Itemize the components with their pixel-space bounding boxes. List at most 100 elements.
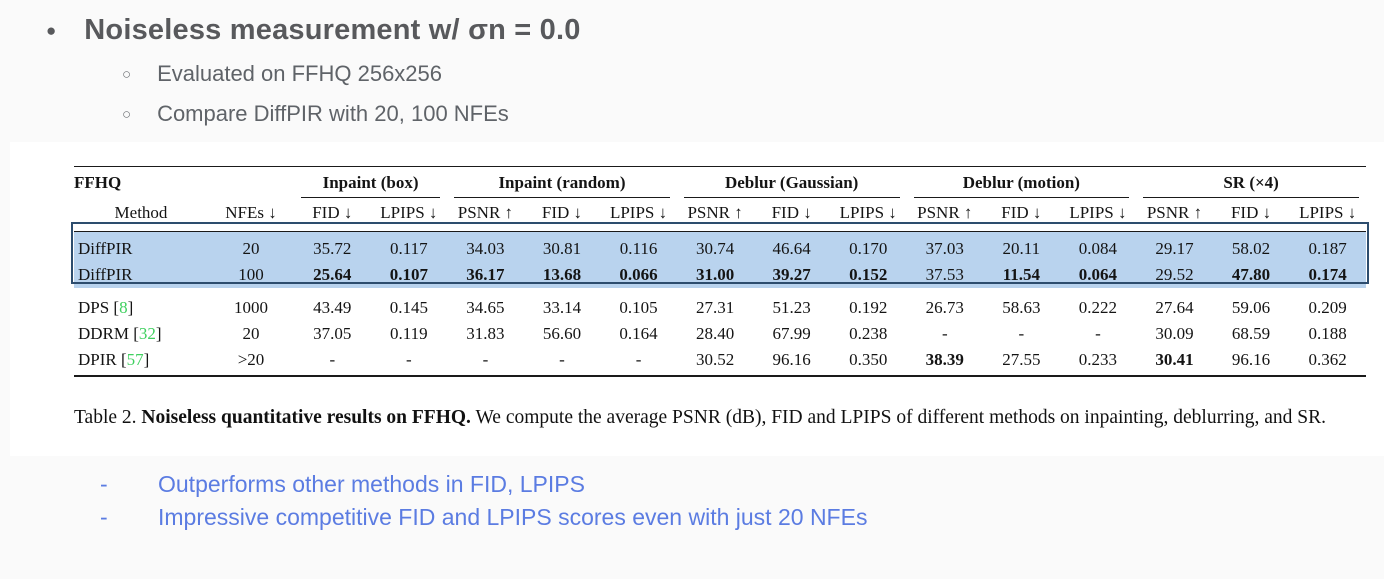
value-cell: 47.80 xyxy=(1212,262,1290,288)
col-header: PSNR ↑ xyxy=(1136,198,1213,232)
value-cell: 0.152 xyxy=(829,262,907,288)
value-cell: 27.31 xyxy=(695,298,735,317)
value-cell: 25.64 xyxy=(294,262,371,288)
value-cell: 34.65 xyxy=(466,298,505,317)
value-cell: 0.233 xyxy=(1059,347,1137,377)
value-cell: 37.03 xyxy=(906,231,984,262)
table-row-dps: DPS [8] 1000 43.49 0.145 34.65 33.14 0.1… xyxy=(74,288,1366,321)
value-cell: 0.209 xyxy=(1308,298,1347,317)
value-cell: - xyxy=(370,347,448,377)
value-cell: 34.03 xyxy=(447,231,524,262)
value-cell: 68.59 xyxy=(1231,324,1271,343)
table-row-diffpir-20: DiffPIR 20 35.72 0.117 34.03 30.81 0.116… xyxy=(74,231,1366,262)
value-cell: 30.09 xyxy=(1155,324,1194,343)
value-cell: 0.105 xyxy=(619,298,658,317)
value-cell: 96.16 xyxy=(1212,347,1290,377)
value-cell: - xyxy=(523,347,601,377)
value-cell: 36.17 xyxy=(447,262,524,288)
table-row-diffpir-100: DiffPIR 100 25.64 0.107 36.17 13.68 0.06… xyxy=(74,262,1366,288)
value-cell: - xyxy=(447,347,524,377)
value-cell: 27.64 xyxy=(1155,298,1194,317)
value-cell: 30.52 xyxy=(676,347,754,377)
value-cell: 0.164 xyxy=(619,324,658,343)
value-cell: 28.40 xyxy=(695,324,735,343)
value-cell: 37.05 xyxy=(313,324,352,343)
group-deblur-gaussian: Deblur (Gaussian) xyxy=(677,167,907,199)
value-cell: 30.81 xyxy=(523,231,601,262)
value-cell: - xyxy=(1018,324,1025,343)
value-cell: 39.27 xyxy=(753,262,830,288)
value-cell: 0.064 xyxy=(1059,262,1137,288)
nfes-cell: 100 xyxy=(208,262,294,288)
value-cell: 96.16 xyxy=(753,347,830,377)
value-cell: 0.174 xyxy=(1289,262,1366,288)
nfes-cell: 20 xyxy=(242,324,260,343)
value-cell: 46.64 xyxy=(753,231,830,262)
value-cell: 0.187 xyxy=(1289,231,1366,262)
col-header: LPIPS ↓ xyxy=(1059,198,1137,232)
note-text: Outperforms other methods in FID, LPIPS xyxy=(158,471,585,497)
col-header: LPIPS ↓ xyxy=(370,198,448,232)
value-cell: 58.02 xyxy=(1212,231,1290,262)
circle-bullet-icon: ○ xyxy=(122,105,132,123)
metric-header-row: Method NFEs ↓ FID ↓ LPIPS ↓ PSNR ↑ FID ↓… xyxy=(74,198,1366,232)
table-caption: Table 2. Noiseless quantitative results … xyxy=(74,407,1326,428)
value-cell: - xyxy=(600,347,677,377)
value-cell: 51.23 xyxy=(772,298,811,317)
value-cell: 0.170 xyxy=(829,231,907,262)
table-row-dpir: DPIR [57] >20 - - - - - 30.52 96.16 0.35… xyxy=(74,347,1366,377)
col-header: FID ↓ xyxy=(294,198,371,232)
table-row-ddrm: DDRM [32] 20 37.05 0.119 31.83 56.60 0.1… xyxy=(74,321,1366,347)
value-cell: 0.222 xyxy=(1078,298,1118,317)
group-inpaint-box: Inpaint (box) xyxy=(294,167,447,199)
value-cell: 0.350 xyxy=(829,347,907,377)
value-cell: 13.68 xyxy=(523,262,601,288)
col-header: FID ↓ xyxy=(753,198,830,232)
value-cell: 0.362 xyxy=(1289,347,1366,377)
note-line-2: - Impressive competitive FID and LPIPS s… xyxy=(100,501,867,534)
sub-bullet-2: ○ Compare DiffPIR with 20, 100 NFEs xyxy=(122,101,1384,127)
value-cell: 27.55 xyxy=(983,347,1060,377)
value-cell: 29.17 xyxy=(1136,231,1213,262)
value-cell: 0.117 xyxy=(370,231,448,262)
value-cell: 29.52 xyxy=(1136,262,1213,288)
col-header: FID ↓ xyxy=(983,198,1060,232)
method-cell: DiffPIR xyxy=(74,231,208,262)
method-cell: DPIR [57] xyxy=(74,347,208,377)
col-header: LPIPS ↓ xyxy=(829,198,907,232)
dash-bullet: - xyxy=(100,504,108,530)
value-cell: 20.11 xyxy=(983,231,1060,262)
group-deblur-motion: Deblur (motion) xyxy=(907,167,1137,199)
value-cell: 37.53 xyxy=(906,262,984,288)
note-line-1: - Outperforms other methods in FID, LPIP… xyxy=(100,468,867,501)
nfes-cell: 1000 xyxy=(234,298,268,317)
col-header: LPIPS ↓ xyxy=(600,198,677,232)
note-text: Impressive competitive FID and LPIPS sco… xyxy=(158,504,868,530)
value-cell: 0.084 xyxy=(1059,231,1137,262)
nfes-cell: >20 xyxy=(208,347,294,377)
value-cell: 11.54 xyxy=(983,262,1060,288)
value-cell: 33.14 xyxy=(542,298,582,317)
method-header: Method xyxy=(74,198,208,232)
value-cell: 0.145 xyxy=(389,298,428,317)
value-cell: 0.116 xyxy=(600,231,677,262)
dash-bullet: - xyxy=(100,471,108,497)
sub-bullet-text: Evaluated on FFHQ 256x256 xyxy=(157,61,443,86)
value-cell: 59.06 xyxy=(1231,298,1271,317)
value-cell: 56.60 xyxy=(542,324,582,343)
empty-header xyxy=(208,167,294,199)
col-header: FID ↓ xyxy=(1212,198,1290,232)
value-cell: 43.49 xyxy=(313,298,352,317)
nfes-header: NFEs ↓ xyxy=(208,198,294,232)
value-cell: 35.72 xyxy=(294,231,371,262)
value-cell: 0.192 xyxy=(849,298,888,317)
slide-title: Noiseless measurement w/ σn = 0.0 xyxy=(84,14,581,46)
method-cell: DPS [8] xyxy=(78,298,134,317)
col-header: FID ↓ xyxy=(523,198,601,232)
value-cell: 0.066 xyxy=(600,262,677,288)
method-cell: DDRM [32] xyxy=(78,324,162,343)
sub-bullet-1: ○ Evaluated on FFHQ 256x256 xyxy=(122,61,1384,87)
value-cell: 67.99 xyxy=(772,324,811,343)
value-cell: - xyxy=(941,324,948,343)
